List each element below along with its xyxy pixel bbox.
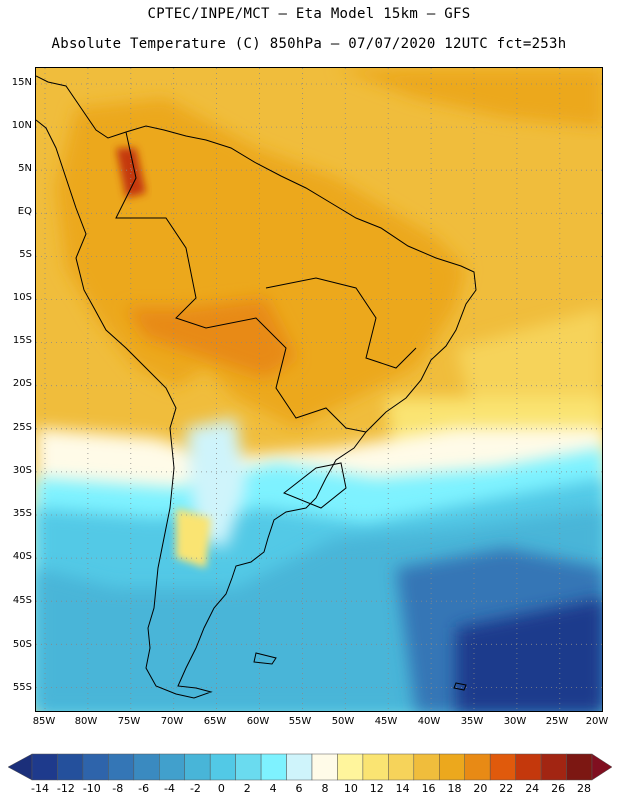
colorbar-tick-label: 12	[369, 782, 384, 795]
colorbar-tick-label: 16	[421, 782, 436, 795]
colorbar-cell	[209, 753, 236, 781]
coastlines	[36, 75, 477, 699]
lon-label: 60W	[246, 716, 270, 727]
lagoon-outline	[283, 462, 347, 509]
colorbar-cell	[57, 753, 84, 781]
south-georgia-outline	[453, 682, 467, 691]
colorbar-cell	[31, 753, 58, 781]
lat-label: EQ	[17, 206, 32, 217]
lat-label: 25S	[12, 422, 32, 433]
lon-label: 50W	[331, 716, 355, 727]
colorbar-cell	[337, 753, 364, 781]
map-title: CPTEC/INPE/MCT – Eta Model 15km – GFS	[147, 6, 471, 22]
lat-label: 45S	[12, 595, 32, 606]
colorbar-tick-label: 10	[343, 782, 358, 795]
lon-label: 45W	[374, 716, 398, 727]
colorbar-tick-label: -2	[189, 782, 201, 795]
state-borders-brazil	[265, 277, 417, 369]
colorbar	[7, 753, 613, 781]
colorbar-cell	[439, 753, 465, 781]
colorbar-tick-label: 4	[269, 782, 277, 795]
lat-label: 5S	[19, 249, 32, 260]
colorbar-tick-label: -4	[164, 782, 175, 795]
lat-label: 15N	[11, 77, 32, 88]
colorbar-tick-label: 2	[243, 782, 251, 795]
map-subtitle: Absolute Temperature (C) 850hPa – 07/07/…	[51, 36, 567, 52]
lon-label: 65W	[203, 716, 227, 727]
colorbar-cell	[362, 753, 389, 781]
lat-label: 15S	[12, 335, 32, 346]
lon-label: 75W	[117, 716, 141, 727]
colorbar-tick-label: 14	[395, 782, 410, 795]
colorbar-tick-label: 8	[321, 782, 329, 795]
colorbar-cells	[7, 753, 613, 781]
lon-label: 80W	[74, 716, 98, 727]
field-argentina-warm-patch	[176, 508, 211, 568]
colorbar-tick-label: 26	[551, 782, 566, 795]
colorbar-cell	[388, 753, 415, 781]
colorbar-cell	[108, 753, 135, 781]
colorbar-tick-label: 20	[473, 782, 488, 795]
lat-label: 5N	[18, 163, 32, 174]
field-darkest-blue	[456, 598, 602, 711]
colorbar-cell	[184, 753, 211, 781]
colorbar-tick-label: 22	[499, 782, 514, 795]
colorbar-tick-label: 18	[447, 782, 462, 795]
colorbar-cell	[133, 753, 160, 781]
lat-label: 10N	[11, 120, 32, 131]
colorbar-cell	[82, 753, 109, 781]
colorbar-cell	[235, 753, 262, 781]
lon-label: 40W	[417, 716, 441, 727]
lon-label: 70W	[160, 716, 184, 727]
lat-label: 10S	[12, 292, 32, 303]
colorbar-cell	[464, 753, 491, 781]
lon-label: 20W	[585, 716, 609, 727]
temperature-field	[36, 68, 602, 711]
lon-label: 35W	[460, 716, 484, 727]
colorbar-tick-label: 0	[217, 782, 225, 795]
falklands-outline	[253, 652, 277, 665]
colorbar-cell	[489, 753, 516, 781]
field-north-atlantic-band	[336, 68, 602, 128]
colorbar-tick-label: -10	[82, 782, 101, 795]
temperature-map[interactable]	[35, 67, 603, 712]
colorbar-under-arrow	[7, 753, 33, 781]
colorbar-cell	[311, 753, 338, 781]
national-borders	[115, 131, 367, 433]
colorbar-cell	[260, 753, 287, 781]
colorbar-cell	[413, 753, 440, 781]
colorbar-cell	[286, 753, 313, 781]
colorbar-tick-label: -8	[112, 782, 124, 795]
colorbar-tick-label: 28	[577, 782, 591, 795]
lat-label: 50S	[12, 639, 32, 650]
lon-label: 85W	[32, 716, 56, 727]
colorbar-tick-label: 24	[525, 782, 540, 795]
south-america-coastline	[36, 75, 477, 699]
field-continent-orange	[56, 98, 466, 428]
lat-label: 30S	[12, 465, 32, 476]
colorbar-tick-label: -14	[31, 782, 49, 795]
colorbar-tick-label: -6	[138, 782, 150, 795]
lat-label: 35S	[12, 508, 32, 519]
colorbar-cell	[515, 753, 542, 781]
lon-label: 55W	[288, 716, 312, 727]
lat-label: 20S	[12, 378, 32, 389]
lat-label: 55S	[12, 682, 32, 693]
colorbar-cell	[566, 753, 593, 781]
colorbar-tick-label: 6	[295, 782, 303, 795]
colorbar-cell	[540, 753, 567, 781]
lat-label: 40S	[12, 551, 32, 562]
colorbar-over-arrow	[591, 753, 613, 781]
lon-label: 30W	[503, 716, 527, 727]
colorbar-tick-label: -12	[56, 782, 75, 795]
lon-label: 25W	[545, 716, 569, 727]
colorbar-cell	[159, 753, 185, 781]
